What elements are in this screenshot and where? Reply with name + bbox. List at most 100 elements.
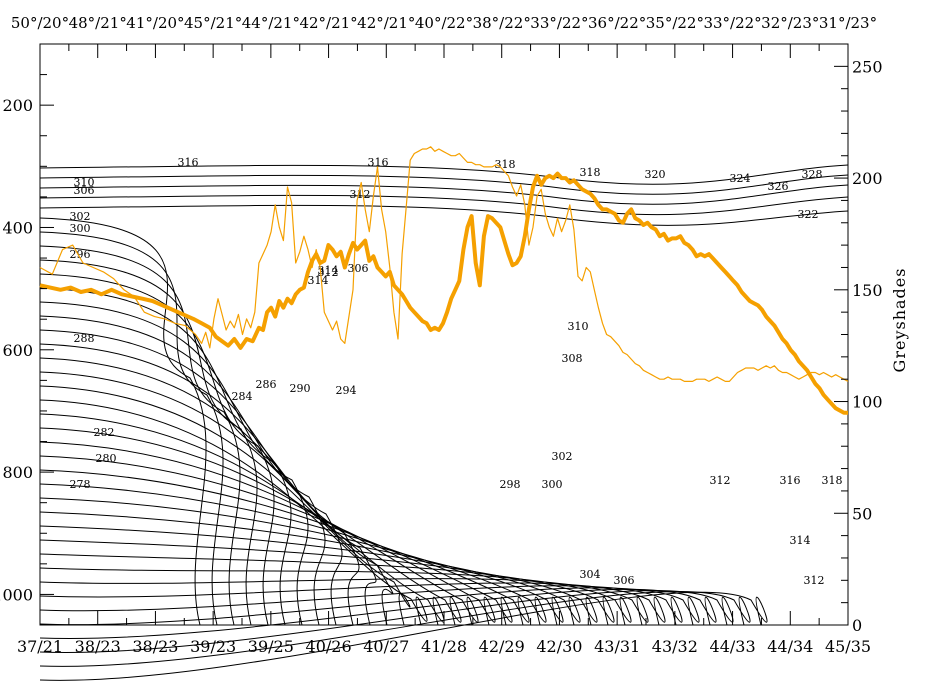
- left-tick-label: 800: [2, 463, 33, 482]
- top-tick-label: 44°/21°: [242, 14, 300, 32]
- top-tick-label: 42°/21°: [299, 14, 357, 32]
- contour-label: 312: [710, 474, 731, 487]
- bottom-tick-label: 38/23: [75, 637, 121, 656]
- thin-series-line: [39, 146, 849, 382]
- bottom-tick-label: 39/23: [190, 637, 236, 656]
- bottom-tick-label: 44/33: [710, 637, 756, 656]
- left-tick-label: 1000: [0, 585, 33, 604]
- contour-line: [39, 469, 513, 626]
- top-tick-label: 33°/22°: [703, 14, 761, 32]
- contour-line: [39, 567, 632, 626]
- left-tick-label: 200: [2, 96, 33, 115]
- right-axis: 0 50 100 150 200 250: [834, 43, 883, 635]
- contour-label: 294: [336, 384, 357, 397]
- contour-label: 302: [552, 450, 573, 463]
- contour-line: [39, 204, 849, 226]
- bottom-tick-label: 39/25: [248, 637, 294, 656]
- contour-label: 280: [96, 452, 117, 465]
- contour-label: 318: [822, 474, 843, 487]
- right-tick-label: 150: [852, 281, 883, 300]
- top-tick-label: 35°/22°: [646, 14, 704, 32]
- contour-label: 326: [768, 180, 789, 193]
- contour-label: 314: [790, 534, 811, 547]
- contour-label: 312: [804, 574, 825, 587]
- bottom-tick-label: 42/29: [479, 637, 525, 656]
- isentrope-contours: [39, 164, 849, 681]
- top-tick-label: 42°/21°: [357, 14, 415, 32]
- right-tick-label: 50: [852, 504, 872, 523]
- contour-label: 286: [256, 378, 277, 391]
- contour-label: 322: [798, 208, 819, 221]
- contour-label: 328: [802, 168, 823, 181]
- right-tick-label: 100: [852, 393, 883, 412]
- bottom-tick-label: 40/27: [363, 637, 409, 656]
- bottom-tick-label: 40/26: [306, 637, 352, 656]
- contour-label: 316: [368, 156, 389, 169]
- thick-series-line: [39, 171, 848, 415]
- contour-label: 306: [348, 262, 369, 275]
- plot-frame: [39, 43, 849, 626]
- contour-label: 324: [730, 172, 751, 185]
- contour-line: [39, 582, 666, 626]
- bottom-tick-label: 43/31: [594, 637, 640, 656]
- contour-line: [39, 427, 462, 626]
- contour-label: 310: [74, 176, 95, 189]
- top-tick-label: 48°/21°: [69, 14, 127, 32]
- left-axis: 200 400 600 800 1000: [0, 43, 54, 626]
- contour-label: 314: [308, 274, 329, 287]
- bottom-tick-label: 38/23: [132, 637, 178, 656]
- contour-label: 282: [94, 426, 115, 439]
- contour-label: 302: [70, 210, 91, 223]
- contour-label: 314: [318, 264, 339, 277]
- contour-line: [39, 245, 241, 626]
- contour-label: 316: [178, 156, 199, 169]
- right-tick-label: 0: [852, 616, 862, 635]
- bottom-tick-label: 37/21: [17, 637, 63, 656]
- contour-line: [39, 590, 751, 667]
- contour-line: [39, 590, 734, 653]
- contour-label: 312: [318, 266, 339, 279]
- contour-line: [39, 315, 326, 626]
- bottom-tick-label: 44/34: [767, 637, 813, 656]
- left-tick-label: 600: [2, 341, 33, 360]
- top-tick-label: 31°/23°: [819, 14, 877, 32]
- contour-line: [39, 287, 292, 626]
- contour-label: 306: [74, 184, 95, 197]
- contour-line: [39, 184, 849, 205]
- contour-line: [39, 217, 207, 626]
- right-axis-title: Greyshades: [890, 268, 909, 373]
- top-tick-label: 50°/20°: [11, 14, 69, 32]
- contour-label: 298: [500, 478, 521, 491]
- contour-line: [39, 273, 275, 626]
- top-tick-label: 38°/22°: [473, 14, 531, 32]
- top-tick-label: 41°/20°: [126, 14, 184, 32]
- top-tick-label: 36°/22°: [588, 14, 646, 32]
- contour-label: 288: [74, 332, 95, 345]
- top-tick-label: 33°/22°: [530, 14, 588, 32]
- contour-label: 310: [568, 320, 589, 333]
- contour-label: 306: [614, 574, 635, 587]
- greyshade-series: [39, 146, 849, 415]
- contour-label: 278: [70, 478, 91, 491]
- contour-line: [39, 539, 598, 626]
- contour-line: [39, 174, 849, 195]
- contour-line: [39, 164, 849, 185]
- right-tick-label: 250: [852, 57, 883, 76]
- left-tick-label: 400: [2, 218, 33, 237]
- top-tick-label: 45°/21°: [184, 14, 242, 32]
- contour-line: [39, 483, 530, 626]
- contour-label: 318: [495, 158, 516, 171]
- top-tick-label: 32°/23°: [761, 14, 819, 32]
- contour-line: [39, 194, 849, 216]
- contour-label: 300: [70, 222, 91, 235]
- contour-label: 308: [562, 352, 583, 365]
- top-tick-label: 40°/22°: [415, 14, 473, 32]
- bottom-axis: 37/21 38/23 38/23 39/23 39/25 40/26 40/27 41/28…: [17, 611, 871, 656]
- bottom-tick-label: 42/30: [536, 637, 582, 656]
- contour-line: [39, 371, 394, 626]
- contour-label: 312: [350, 188, 371, 201]
- contour-line: [39, 511, 564, 626]
- contour-label: 284: [232, 390, 253, 403]
- contour-label: 320: [645, 168, 666, 181]
